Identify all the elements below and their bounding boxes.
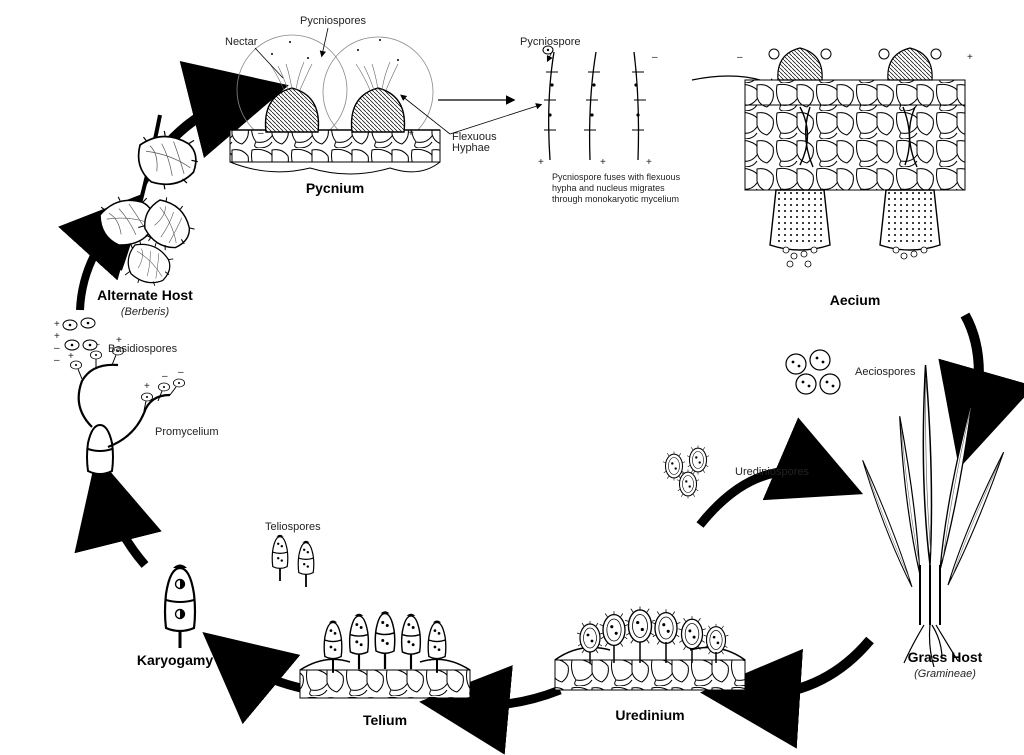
alternate-host-sub: (Berberis) (121, 306, 170, 318)
svg-text:+: + (54, 319, 60, 330)
svg-text:–: – (652, 52, 658, 63)
pycniospore-label: Pycniospore (520, 36, 581, 48)
svg-text:+: + (600, 157, 606, 168)
karyogamy-label: Karyogamy (137, 652, 213, 668)
nectar-label: Nectar (225, 36, 258, 48)
grass-host-illustration (859, 365, 1005, 667)
svg-text:–: – (737, 52, 743, 63)
svg-text:–: – (54, 343, 60, 354)
svg-text:+: + (144, 381, 150, 392)
grass-host-sub: (Gramineae) (914, 668, 976, 680)
telium-label: Telium (363, 712, 407, 728)
basidiospores-illustration: + + – – (54, 318, 97, 366)
telium-illustration (300, 611, 470, 698)
uredinium-label: Uredinium (615, 707, 684, 723)
aeciospores-label: Aeciospores (855, 366, 916, 378)
svg-text:–: – (162, 371, 168, 382)
urediniospores-label: Urediniospores (735, 466, 809, 478)
svg-text:+: + (68, 351, 74, 362)
teliospores-illustration (272, 535, 314, 587)
pycnium-label: Pycnium (306, 180, 364, 196)
flexuous-hyphae-detail: + + + – (538, 46, 658, 168)
pycniospores-label: Pycniospores (300, 15, 367, 27)
basidiospores-label: Basidiospores (108, 343, 178, 355)
uredinium-illustration (555, 606, 745, 690)
pycnium-illustration: – + (230, 35, 440, 174)
svg-text:–: – (258, 128, 264, 139)
svg-text:–: – (178, 367, 184, 378)
promycelium-label: Promycelium (155, 426, 219, 438)
svg-text:+: + (967, 52, 973, 63)
aecium-illustration: – + (737, 48, 973, 267)
alternate-host-label: Alternate Host (97, 287, 193, 303)
alternate-host-illustration (93, 115, 201, 290)
svg-text:–: – (54, 355, 60, 366)
svg-text:+: + (408, 128, 414, 139)
aecium-label: Aecium (830, 292, 881, 308)
flexuous-hyphae-label: FlexuousHyphae (452, 131, 497, 154)
svg-text:+: + (54, 331, 60, 342)
grass-host-label: Grass Host (908, 649, 983, 665)
fusion-note: Pycniospore fuses with flexuoushypha and… (552, 172, 681, 204)
promycelium-illustration: + – + + – – (68, 335, 185, 490)
svg-text:+: + (646, 157, 652, 168)
urediniospores-illustration (663, 446, 709, 499)
svg-text:+: + (538, 157, 544, 168)
teliospores-label: Teliospores (265, 521, 321, 533)
life-cycle-diagram: Alternate Host (Berberis) – + Pycnium Ne… (0, 0, 1024, 755)
karyogamy-illustration (165, 565, 195, 649)
aeciospores-illustration (786, 350, 840, 394)
